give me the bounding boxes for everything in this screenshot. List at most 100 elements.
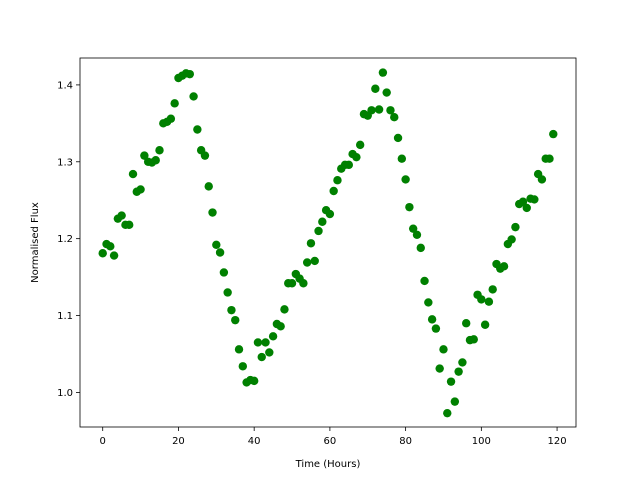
data-point	[329, 186, 338, 196]
data-point	[401, 175, 410, 184]
data-point	[200, 151, 210, 160]
data-point	[155, 146, 164, 155]
data-point	[530, 195, 539, 204]
data-point	[98, 249, 107, 258]
data-point	[249, 376, 259, 386]
data-points	[98, 68, 558, 418]
x-tick-label: 0	[100, 436, 106, 447]
data-point	[458, 358, 467, 367]
data-point	[477, 295, 486, 304]
data-point	[257, 352, 266, 362]
data-point	[185, 69, 194, 79]
y-tick-label: 1.0	[57, 388, 73, 399]
data-point	[443, 408, 452, 418]
data-point	[109, 251, 119, 260]
data-point	[208, 208, 217, 217]
y-axis-label: Normalised Flux	[30, 202, 41, 283]
data-point	[549, 129, 558, 139]
data-point	[382, 88, 391, 97]
data-point	[367, 106, 376, 115]
data-point	[446, 377, 456, 386]
data-point	[299, 279, 308, 288]
x-tick-label: 120	[548, 436, 567, 447]
data-point	[276, 322, 285, 331]
data-point	[215, 248, 225, 257]
data-point	[227, 305, 236, 315]
data-point	[469, 335, 478, 344]
data-point	[537, 175, 547, 184]
data-point	[420, 276, 429, 286]
y-axis-ticks: 1.0 1.1 1.2 1.3 1.4	[57, 80, 80, 399]
data-point	[125, 220, 134, 230]
data-point	[234, 345, 244, 354]
data-point	[480, 320, 490, 329]
data-point	[412, 230, 422, 240]
data-point	[408, 224, 418, 233]
data-point	[302, 258, 312, 267]
data-point	[378, 68, 388, 77]
data-point	[106, 242, 115, 251]
data-point	[223, 288, 232, 297]
x-tick-label: 60	[324, 436, 337, 447]
data-point	[522, 203, 531, 213]
data-point	[439, 345, 448, 354]
data-point	[390, 112, 399, 122]
data-point	[454, 367, 463, 376]
data-point	[231, 315, 240, 325]
data-point	[314, 226, 323, 236]
data-point	[212, 240, 221, 250]
data-point	[117, 211, 126, 220]
data-point	[374, 105, 384, 114]
data-point	[427, 315, 437, 324]
data-point	[371, 84, 380, 93]
data-point	[253, 338, 263, 347]
data-point	[280, 305, 289, 314]
y-tick-label: 1.4	[57, 80, 73, 91]
data-point	[261, 338, 270, 347]
data-point	[219, 268, 229, 277]
data-point	[431, 324, 441, 333]
data-point	[170, 99, 179, 108]
data-point	[499, 262, 509, 271]
data-point	[435, 364, 444, 373]
data-point	[325, 209, 335, 219]
data-point	[204, 182, 213, 191]
data-point	[518, 197, 528, 206]
data-point	[265, 348, 274, 357]
data-point	[511, 222, 520, 232]
data-point	[355, 140, 365, 150]
data-point	[393, 133, 403, 143]
data-point	[140, 151, 149, 160]
data-point	[128, 169, 138, 179]
data-point	[136, 185, 145, 194]
data-point	[268, 332, 278, 341]
data-point	[397, 154, 407, 163]
data-point	[484, 297, 494, 306]
data-point	[352, 152, 361, 162]
data-point	[333, 176, 342, 185]
x-tick-label: 80	[399, 436, 412, 447]
data-point	[306, 239, 316, 248]
y-tick-label: 1.1	[57, 311, 73, 322]
data-point	[416, 243, 425, 253]
axes-frame	[79, 57, 577, 428]
data-point	[166, 114, 176, 123]
x-axis-label: Time (Hours)	[295, 459, 361, 470]
data-point	[405, 202, 414, 212]
data-point	[151, 156, 160, 165]
data-point	[238, 362, 248, 371]
data-point	[310, 256, 319, 266]
y-tick-label: 1.2	[57, 234, 73, 245]
data-point	[318, 217, 327, 226]
y-tick-label: 1.3	[57, 157, 73, 168]
data-point	[193, 125, 202, 134]
data-point	[189, 92, 198, 101]
data-point	[545, 154, 554, 163]
x-tick-label: 20	[172, 436, 185, 447]
data-point	[450, 397, 460, 406]
data-point	[386, 106, 395, 115]
x-axis-ticks: 0 20 40 60 80 100 120	[100, 427, 567, 447]
x-tick-label: 100	[472, 436, 491, 447]
